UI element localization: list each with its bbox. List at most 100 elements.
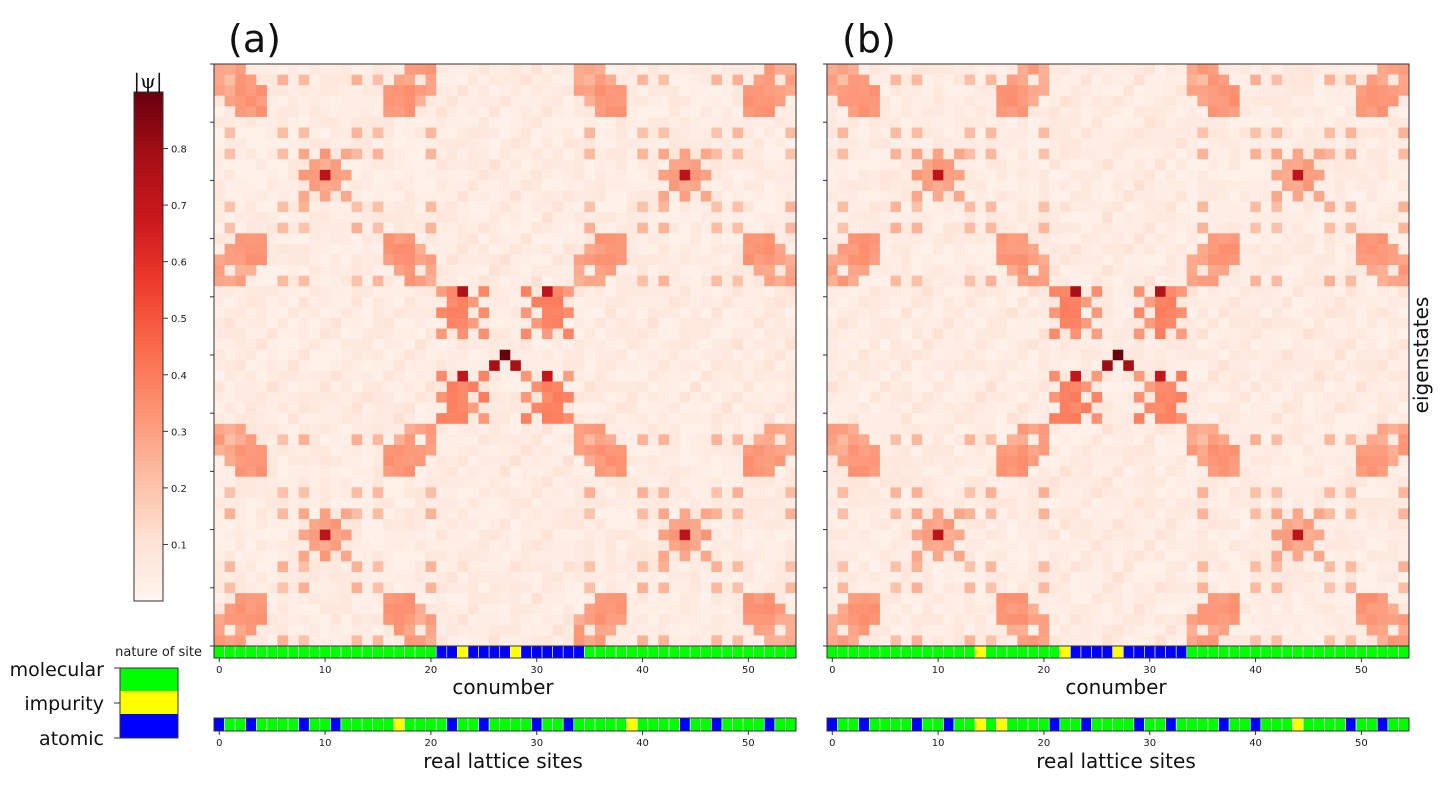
heatmap-cell [1006,307,1018,319]
heatmap-cell [584,296,596,308]
lattice-cell [266,717,278,732]
heatmap-cell [1155,360,1166,372]
heatmap-cell [1155,85,1166,97]
heatmap-cell [1324,275,1336,287]
heatmap-cell [1303,180,1315,192]
heatmap-cell [351,275,363,287]
heatmap-cell [1250,370,1262,382]
heatmap-cell [1176,243,1188,255]
heatmap-cell [319,550,331,562]
heatmap-cell [658,265,670,276]
heatmap-cell [256,561,268,573]
heatmap-cell [637,317,649,329]
heatmap-cell [1377,360,1389,372]
heatmap-cell [690,317,702,329]
heatmap-cell [764,159,776,171]
heatmap-cell [721,138,733,149]
heatmap-cell [774,138,786,149]
heatmap-cell [584,307,596,319]
lattice-cell [361,717,374,732]
heatmap-cell [637,508,649,520]
heatmap-cell [224,614,236,626]
heatmap-cell [457,370,469,382]
heatmap-cell [1366,265,1378,276]
heatmap-cell [1313,349,1325,361]
heatmap-cell [1049,169,1061,181]
heatmap-cell [372,360,384,372]
heatmap-cell [679,349,691,361]
heatmap-cell [690,360,702,372]
heatmap-cell [1387,85,1399,97]
heatmap-cell [1303,349,1315,361]
heatmap-cell [711,74,723,86]
heatmap-cell [1059,275,1071,287]
heatmap-cell [319,392,331,403]
heatmap-cell [890,95,902,107]
heatmap-cell [1006,95,1018,107]
heatmap-cell [1282,370,1293,382]
heatmap-cell [467,265,479,276]
heatmap-cell [626,381,638,393]
heatmap-cell [732,106,744,118]
heatmap-cell [1303,370,1315,382]
heatmap-cell [690,561,702,573]
heatmap-cell [1260,349,1272,361]
heatmap-cell [1123,85,1135,97]
heatmap-cell [1313,169,1325,181]
heatmap-cell [542,127,553,139]
heatmap-cell [1049,286,1061,298]
heatmap-cell [1303,212,1315,224]
heatmap-cell [1038,138,1050,149]
heatmap-cell [901,275,912,287]
heatmap-cell [743,455,754,467]
heatmap-cell [1176,106,1188,118]
heatmap-cell [415,392,426,403]
heatmap-cell [457,476,469,488]
heatmap-cell [1155,159,1166,171]
heatmap-cell [330,487,342,499]
heatmap-cell [721,603,733,615]
heatmap-cell [774,212,786,224]
heatmap-cell [309,423,321,435]
heatmap-cell [616,381,627,393]
heatmap-cell [298,635,310,647]
heatmap-cell [637,265,649,276]
heatmap-cell [594,286,606,298]
heatmap-cell [1229,296,1240,308]
heatmap-cell [393,243,405,255]
heatmap-cell [1387,286,1399,298]
heatmap-cell [563,328,575,340]
heatmap-cell [415,222,426,234]
heatmap-cell [764,423,776,435]
heatmap-cell [1017,169,1029,181]
heatmap-cell [520,243,532,255]
heatmap-cell [837,180,849,192]
heatmap-cell [1271,222,1283,234]
heatmap-cell [510,593,522,604]
heatmap-cell [351,190,363,202]
heatmap-cell [467,402,479,414]
heatmap-cell [552,95,564,107]
heatmap-cell [309,455,321,467]
heatmap-cell [573,74,585,86]
heatmap-cell [235,64,247,75]
heatmap-cell [362,212,374,224]
heatmap-cell [1207,222,1219,234]
heatmap-cell [563,307,575,319]
heatmap-cell [214,222,225,234]
heatmap-cell [1377,106,1389,118]
heatmap-cell [510,296,522,308]
heatmap-cell [478,497,490,509]
heatmap-cell [1313,106,1325,118]
heatmap-cell [552,307,564,319]
heatmap-cell [256,275,268,287]
heatmap-cell [499,476,511,488]
heatmap-cell [1303,148,1315,160]
heatmap-cell [1229,180,1240,192]
heatmap-cell [932,370,944,382]
heatmap-cell [446,487,458,499]
heatmap-cell [932,159,944,171]
heatmap-cell [1059,95,1071,107]
heatmap-cell [436,497,448,509]
heatmap-cell [1028,233,1039,245]
